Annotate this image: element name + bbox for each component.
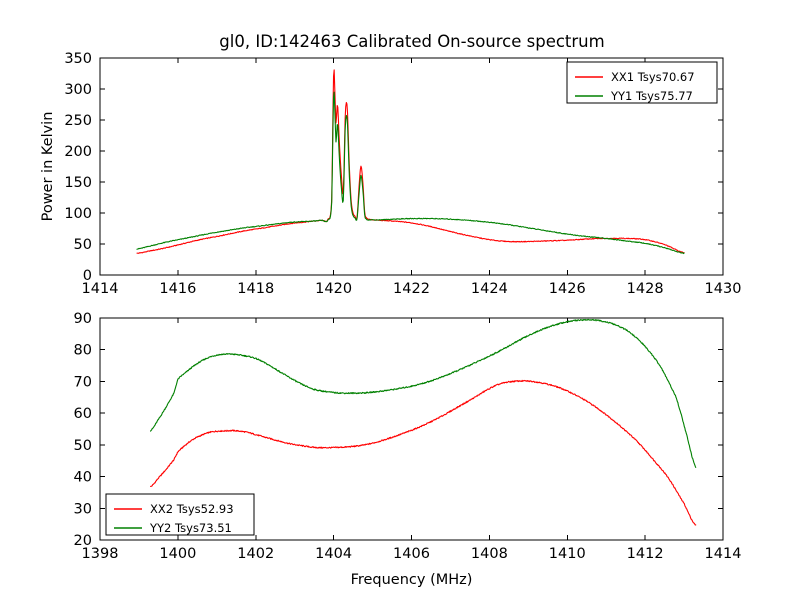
y-tick-label: 200 xyxy=(64,144,92,160)
data-series-line xyxy=(136,69,685,254)
data-series-line xyxy=(150,318,697,468)
y-tick-label: 70 xyxy=(74,374,92,390)
y-tick-label: 150 xyxy=(64,175,92,191)
x-tick-label: 1414 xyxy=(82,281,119,297)
x-tick-label: 1422 xyxy=(393,281,430,297)
y-tick-label: 20 xyxy=(74,533,92,549)
y-tick-label: 100 xyxy=(64,206,92,222)
y-tick-label: 0 xyxy=(83,268,92,284)
y-tick-label: 300 xyxy=(64,82,92,98)
x-tick-label: 1414 xyxy=(705,546,742,562)
y-axis-label: Power in Kelvin xyxy=(40,112,56,222)
x-axis-label: Frequency (MHz) xyxy=(351,572,473,588)
legend-label: YY2 Tsys73.51 xyxy=(149,521,232,535)
x-tick-label: 1426 xyxy=(549,281,586,297)
y-tick-label: 80 xyxy=(74,343,92,359)
x-tick-label: 1428 xyxy=(627,281,664,297)
y-tick-label: 90 xyxy=(74,311,92,327)
x-tick-label: 1430 xyxy=(705,281,742,297)
y-tick-label: 350 xyxy=(64,51,92,67)
x-tick-label: 1410 xyxy=(549,546,586,562)
y-tick-label: 40 xyxy=(74,470,92,486)
top-panel: 1414 1416 1418 1420 1422 1424 1426 1428 1430 0 50 1… xyxy=(40,51,741,297)
y-tick-label: 60 xyxy=(74,406,92,422)
x-tick-label: 1408 xyxy=(471,546,508,562)
y-tick-label: 50 xyxy=(74,438,92,454)
x-tick-label: 1398 xyxy=(82,546,119,562)
legend-label: XX2 Tsys52.93 xyxy=(150,502,234,516)
legend[interactable]: XX2 Tsys52.93 YY2 Tsys73.51 xyxy=(105,493,255,536)
x-tick-label: 1402 xyxy=(237,546,274,562)
data-series-line xyxy=(150,379,697,526)
y-tick-label: 30 xyxy=(74,501,92,517)
x-tick-label: 1416 xyxy=(159,281,196,297)
y-tick-label: 250 xyxy=(64,113,92,129)
legend[interactable]: XX1 Tsys70.67 YY1 Tsys75.77 xyxy=(566,61,718,104)
x-tick-label: 1400 xyxy=(159,546,196,562)
legend-label: YY1 Tsys75.77 xyxy=(610,89,693,103)
figure-title: gl0, ID:142463 Calibrated On-source spec… xyxy=(219,32,604,51)
x-tick-label: 1404 xyxy=(315,546,352,562)
data-series-line xyxy=(136,91,685,255)
x-tick-label: 1418 xyxy=(237,281,274,297)
x-tick-label: 1424 xyxy=(471,281,508,297)
x-tick-label: 1406 xyxy=(393,546,430,562)
bottom-panel: 1398 1400 1402 1404 1406 1408 1410 1412 1414 20 30… xyxy=(74,311,742,588)
x-tick-label: 1420 xyxy=(315,281,352,297)
legend-label: XX1 Tsys70.67 xyxy=(611,70,695,84)
x-tick-label: 1412 xyxy=(627,546,664,562)
y-tick-label: 50 xyxy=(74,237,92,253)
